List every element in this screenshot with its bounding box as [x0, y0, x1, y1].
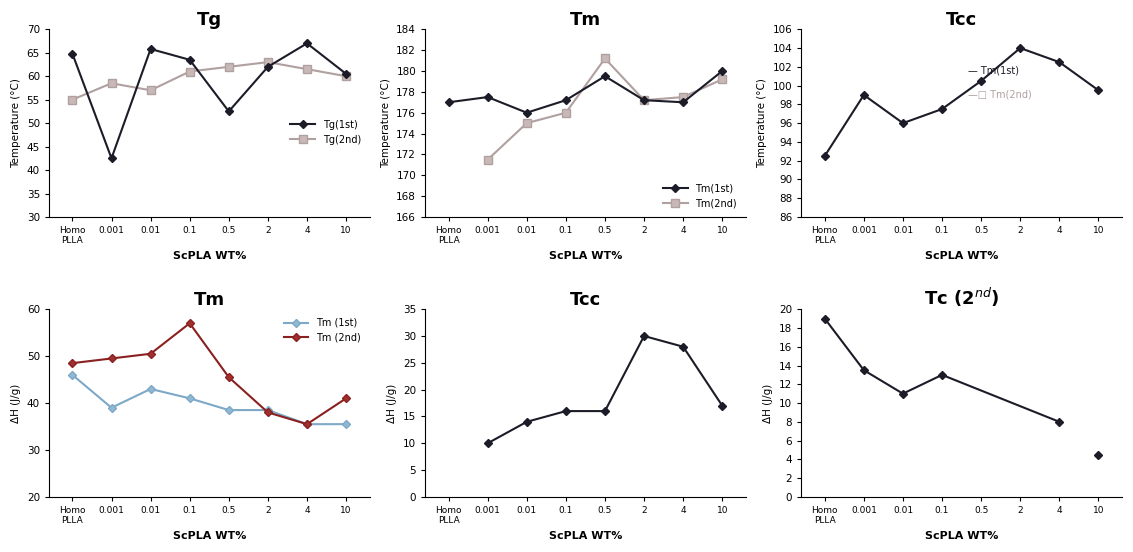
Title: Tm: Tm — [570, 11, 600, 29]
Legend: Tm (1st), Tm (2nd): Tm (1st), Tm (2nd) — [280, 314, 365, 347]
Title: Tcc: Tcc — [946, 11, 978, 29]
Title: Tc (2$^{nd}$): Tc (2$^{nd}$) — [923, 286, 999, 309]
Y-axis label: ΔH (J/g): ΔH (J/g) — [11, 384, 22, 423]
X-axis label: ScPLA WT%: ScPLA WT% — [548, 251, 622, 261]
Y-axis label: Temperature (°C): Temperature (°C) — [11, 78, 22, 168]
X-axis label: ScPLA WT%: ScPLA WT% — [548, 531, 622, 541]
Title: Tg: Tg — [197, 11, 222, 29]
Text: — Tm(1st): — Tm(1st) — [968, 66, 1019, 76]
Y-axis label: ΔH (J/g): ΔH (J/g) — [387, 384, 398, 423]
Legend: Tg(1st), Tg(2nd): Tg(1st), Tg(2nd) — [287, 116, 365, 149]
Legend: Tm(1st), Tm(2nd): Tm(1st), Tm(2nd) — [659, 179, 741, 212]
Title: Tcc: Tcc — [570, 291, 600, 309]
Title: Tm: Tm — [194, 291, 224, 309]
Y-axis label: Temperature (°C): Temperature (°C) — [381, 78, 391, 168]
Y-axis label: ΔH (J/g): ΔH (J/g) — [764, 384, 774, 423]
Text: —□ Tm(2nd): —□ Tm(2nd) — [968, 90, 1032, 100]
X-axis label: ScPLA WT%: ScPLA WT% — [172, 251, 246, 261]
X-axis label: ScPLA WT%: ScPLA WT% — [172, 531, 246, 541]
Y-axis label: Temperature (°C): Temperature (°C) — [757, 78, 767, 168]
X-axis label: ScPLA WT%: ScPLA WT% — [925, 251, 998, 261]
X-axis label: ScPLA WT%: ScPLA WT% — [925, 531, 998, 541]
